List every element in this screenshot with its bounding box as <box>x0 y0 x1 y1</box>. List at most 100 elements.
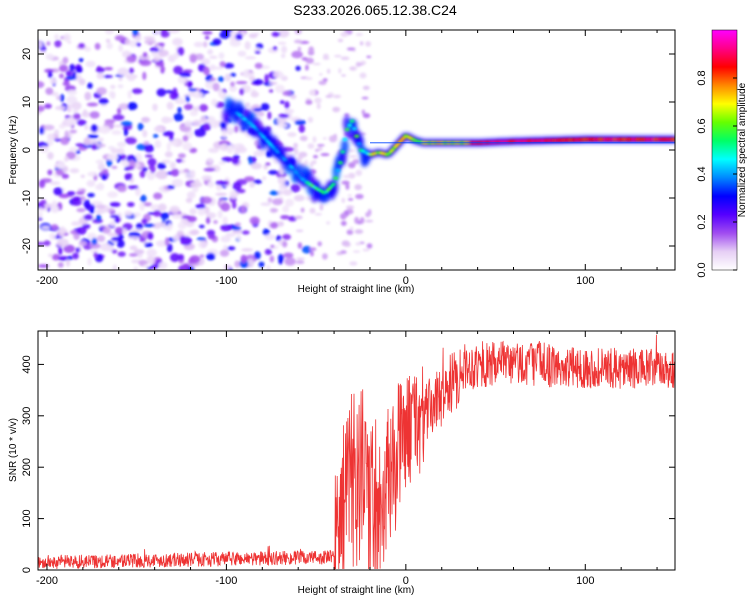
ridge-core-blob <box>349 119 355 123</box>
noise-blob <box>166 243 173 253</box>
noise-blob <box>139 202 145 211</box>
noise-blob <box>202 122 211 131</box>
noise-blob <box>349 261 358 266</box>
noise-blob <box>249 216 260 225</box>
noise-blob <box>248 33 258 39</box>
noise-blob <box>232 181 242 191</box>
noise-blob <box>160 30 170 38</box>
ridge-core-blob <box>391 146 397 150</box>
noise-blob <box>266 264 271 270</box>
noise-blob <box>148 165 153 170</box>
noise-blob <box>38 217 43 221</box>
ridge-core-blob <box>340 150 346 154</box>
noise-blob <box>98 98 109 105</box>
noise-blob <box>164 90 174 94</box>
noise-blob <box>285 198 294 207</box>
colorbar-gradient <box>711 29 738 271</box>
noise-blob <box>143 202 152 207</box>
noise-blob <box>69 129 77 134</box>
noise-blob <box>212 38 222 46</box>
noise-blob <box>153 210 162 217</box>
noise-blob <box>46 41 51 46</box>
noise-blob <box>314 97 322 104</box>
noise-blob <box>63 244 75 253</box>
noise-blob <box>143 223 155 228</box>
ridge-core-blob <box>356 142 362 146</box>
noise-blob <box>67 255 73 261</box>
noise-blob <box>254 251 261 260</box>
noise-blob <box>87 193 95 198</box>
noise-blob <box>139 170 146 178</box>
noise-blob <box>248 159 254 166</box>
noise-blob <box>139 59 152 66</box>
noise-blob <box>177 96 184 103</box>
noise-blob <box>205 74 214 83</box>
noise-blob <box>173 65 183 75</box>
noise-blob <box>125 165 135 171</box>
noise-blob <box>179 72 191 78</box>
noise-blob <box>282 205 290 213</box>
noise-blob <box>293 194 305 202</box>
noise-blob <box>349 226 354 231</box>
noise-blob <box>293 142 298 149</box>
noise-blob <box>310 161 314 168</box>
noise-blob <box>279 100 285 105</box>
noise-blob <box>109 202 121 207</box>
noise-blob <box>247 71 255 76</box>
noise-blob <box>129 40 138 48</box>
noise-blob <box>290 184 301 193</box>
noise-blob <box>117 84 124 89</box>
spectrogram-xlabel: Height of straight line (km) <box>298 284 415 295</box>
noise-blob <box>248 75 256 82</box>
noise-blob <box>139 54 150 62</box>
noise-blob <box>146 248 157 257</box>
noise-blob <box>195 204 206 209</box>
noise-blob <box>41 225 51 230</box>
ridge-core-blob <box>263 137 269 141</box>
noise-blob <box>47 152 54 160</box>
noise-blob <box>355 193 364 200</box>
noise-blob <box>290 94 297 100</box>
noise-blob <box>49 233 56 240</box>
noise-blob <box>301 57 308 61</box>
noise-blob <box>221 156 233 162</box>
noise-blob <box>60 226 66 234</box>
noise-blob <box>347 194 352 197</box>
noise-blob <box>204 35 210 40</box>
noise-blob <box>190 263 200 267</box>
noise-blob <box>59 64 68 73</box>
ridge-core-blob <box>251 125 257 129</box>
noise-blob <box>54 129 60 135</box>
noise-blob <box>114 217 120 224</box>
noise-blob <box>116 239 125 248</box>
noise-blob <box>184 171 196 180</box>
colorbar-label: Normalized spectral amplitude <box>737 82 748 217</box>
noise-blob <box>203 167 216 172</box>
ridge-core-blob <box>333 176 339 180</box>
y-tick-label: -10 <box>21 190 33 206</box>
noise-blob <box>158 42 165 47</box>
noise-blob <box>223 62 235 69</box>
noise-blob <box>220 202 231 212</box>
noise-blob <box>96 235 106 242</box>
noise-blob <box>38 241 46 246</box>
noise-blob <box>106 42 113 50</box>
noise-blob <box>98 137 104 143</box>
noise-blob <box>105 39 111 43</box>
noise-blob <box>347 172 356 179</box>
noise-blob <box>162 131 175 137</box>
noise-blob <box>61 173 69 179</box>
noise-blob <box>309 247 317 251</box>
noise-blob <box>144 144 155 153</box>
noise-blob <box>142 71 147 81</box>
snr-ticks: -200 -100 0 100 0 100 200 300 400 <box>21 331 675 587</box>
noise-blob <box>361 109 366 115</box>
noise-blob <box>253 107 263 112</box>
noise-blob <box>320 153 330 157</box>
noise-blob <box>91 237 98 245</box>
noise-blob <box>220 224 233 232</box>
noise-blob <box>111 236 123 242</box>
noise-blob <box>340 32 349 37</box>
noise-blob <box>199 254 205 258</box>
